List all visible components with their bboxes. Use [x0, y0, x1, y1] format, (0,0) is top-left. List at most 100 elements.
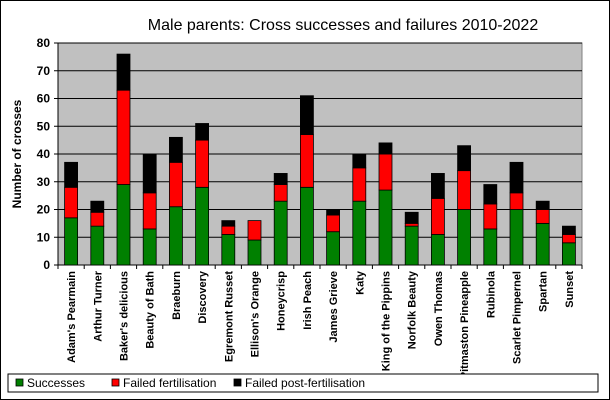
- x-tick-label: Discovery: [197, 270, 209, 323]
- x-tick-label: Owen Thomas: [433, 271, 445, 346]
- x-tick-label: James Grieve: [328, 271, 340, 343]
- bar-segment-failed-fertilisation-19: [562, 234, 576, 244]
- x-tick-label: Katy: [354, 270, 366, 295]
- bar-segment-failed-fertilisation-4: [168, 161, 183, 208]
- y-tick-label: 0: [43, 258, 50, 272]
- bar-segment-successes-6: [221, 234, 236, 266]
- legend-swatch: [111, 378, 120, 387]
- y-tick-label: 70: [37, 64, 51, 78]
- plot-area: 0 10 20 30 40 50 60 70 80 Adam's Pearmain Arthur T…: [37, 36, 583, 379]
- bar-segment-failed-post-fertilisation-2: [116, 53, 131, 91]
- bar-segment-successes-5: [195, 186, 210, 266]
- bar-segment-failed-post-fertilisation-18: [535, 200, 550, 210]
- chart-title: Male parents: Cross successes and failur…: [148, 17, 539, 34]
- x-tick-label: Baker's delicious: [119, 271, 131, 361]
- x-tick-label: Adam's Pearmain: [66, 271, 78, 363]
- x-tick-label: King of the Pippins: [381, 271, 393, 371]
- x-tick-label: Arthur Turner: [92, 270, 104, 341]
- bar-segment-successes-17: [509, 209, 524, 266]
- y-tick-label: 80: [37, 36, 51, 50]
- legend-swatch: [15, 378, 24, 387]
- bar-segment-failed-fertilisation-18: [535, 209, 550, 224]
- x-tick-label: Egremont Russet: [223, 271, 235, 362]
- bar-segment-successes-11: [352, 200, 367, 266]
- y-tick-label: 10: [37, 230, 51, 244]
- bar-segment-failed-fertilisation-17: [509, 192, 524, 210]
- bar-segment-successes-19: [562, 242, 576, 266]
- y-tick-label: 40: [37, 147, 51, 161]
- bar-segment-successes-14: [430, 234, 445, 266]
- bar-segment-successes-7: [247, 239, 262, 266]
- bar-segment-successes-0: [64, 217, 78, 266]
- bar-segment-failed-fertilisation-12: [378, 153, 393, 191]
- x-tick-label: Ellison's Orange: [250, 271, 262, 357]
- bar-segment-failed-post-fertilisation-14: [430, 173, 445, 199]
- x-tick-label: Beauty of Bath: [145, 271, 157, 349]
- bar-segment-successes-10: [326, 231, 341, 266]
- bar-segment-failed-post-fertilisation-6: [221, 220, 236, 227]
- x-tick-label: Pitmaston Pineapple: [459, 271, 471, 379]
- x-tick-label: Sunset: [564, 271, 576, 308]
- bar-segment-failed-fertilisation-1: [90, 211, 105, 227]
- bar-segment-failed-fertilisation-13: [404, 222, 419, 227]
- y-axis-label: Number of crosses: [10, 99, 24, 208]
- bar-segment-failed-post-fertilisation-3: [142, 153, 157, 194]
- bar-segment-successes-15: [457, 209, 472, 266]
- x-tick-label: Braeburn: [171, 271, 183, 320]
- bar-segment-failed-fertilisation-3: [142, 192, 157, 230]
- bar-segment-failed-fertilisation-15: [457, 170, 472, 210]
- bar-segment-failed-fertilisation-16: [483, 203, 498, 230]
- legend-box: [7, 373, 599, 393]
- bar-segment-failed-post-fertilisation-10: [326, 209, 341, 216]
- x-tick-label: Scarlet Pimpernel: [512, 271, 524, 364]
- legend-label: Failed fertilisation: [123, 376, 216, 390]
- bar-segment-failed-fertilisation-7: [247, 220, 262, 241]
- bar-segment-failed-post-fertilisation-11: [352, 153, 367, 169]
- bar-segment-failed-post-fertilisation-17: [509, 161, 524, 194]
- bar-segment-successes-13: [404, 225, 419, 266]
- bar-segment-successes-1: [90, 225, 105, 266]
- bar-segment-failed-fertilisation-0: [64, 186, 78, 219]
- bar-segment-failed-post-fertilisation-19: [562, 225, 576, 235]
- y-tick-label: 30: [37, 175, 51, 189]
- legend-label: Successes: [27, 376, 85, 390]
- bar-segment-failed-post-fertilisation-8: [273, 173, 288, 185]
- bar-segment-successes-2: [116, 184, 131, 266]
- bar-segment-failed-post-fertilisation-15: [457, 145, 472, 172]
- x-tick-label: Honeycrisp: [276, 271, 288, 331]
- bar-segment-successes-8: [273, 200, 288, 266]
- bar-segment-failed-fertilisation-9: [299, 134, 314, 188]
- bar-segment-failed-fertilisation-14: [430, 197, 445, 235]
- bar-segment-successes-9: [299, 186, 314, 266]
- bar-segment-failed-fertilisation-6: [221, 225, 236, 235]
- legend: Successes Failed fertilisation Failed post…: [7, 373, 599, 393]
- bar-segment-failed-fertilisation-5: [195, 139, 210, 188]
- bar-segment-successes-16: [483, 228, 498, 266]
- x-tick-label: Irish Peach: [302, 271, 314, 330]
- bar-segment-successes-18: [535, 222, 550, 266]
- bar-segment-failed-post-fertilisation-0: [64, 161, 78, 188]
- x-tick-label: Norfolk Beauty: [407, 270, 419, 349]
- x-tick-label: Rubinola: [485, 270, 497, 318]
- y-tick-label: 50: [37, 119, 51, 133]
- legend-label: Failed post-fertilisation: [245, 376, 365, 390]
- y-tick-label: 20: [37, 203, 51, 217]
- bar-segment-successes-12: [378, 189, 393, 266]
- y-tick-label: 60: [37, 92, 51, 106]
- bar-segment-failed-post-fertilisation-5: [195, 123, 210, 141]
- x-tick-label: Spartan: [538, 271, 550, 312]
- legend-swatch: [233, 378, 242, 387]
- bar-segment-failed-post-fertilisation-4: [168, 136, 183, 163]
- bar-segment-failed-fertilisation-2: [116, 89, 131, 185]
- bar-segment-failed-fertilisation-10: [326, 214, 341, 233]
- bar-segment-failed-post-fertilisation-16: [483, 184, 498, 205]
- bar-segment-failed-fertilisation-8: [273, 184, 288, 202]
- bar-segment-failed-post-fertilisation-9: [299, 95, 314, 135]
- bar-segment-failed-post-fertilisation-13: [404, 211, 419, 224]
- bar-segment-failed-post-fertilisation-12: [378, 142, 393, 155]
- bar-segment-successes-4: [168, 206, 183, 266]
- bar-segment-failed-fertilisation-11: [352, 167, 367, 202]
- bar-segment-successes-3: [142, 228, 157, 266]
- bar-segment-failed-post-fertilisation-1: [90, 200, 105, 213]
